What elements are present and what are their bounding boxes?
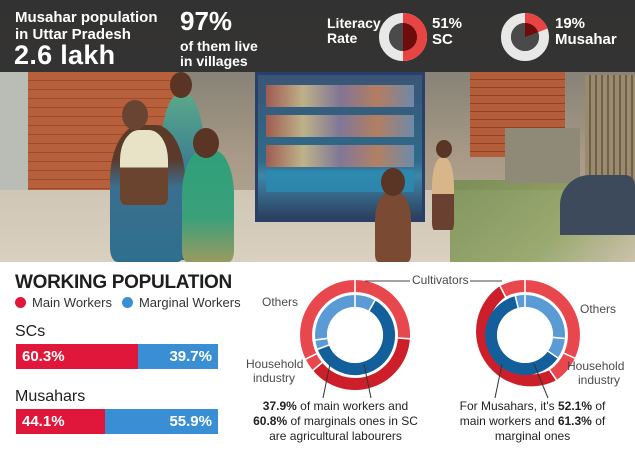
literacy-label-line2: Rate <box>327 30 358 46</box>
photo-tarp <box>560 175 635 235</box>
cultivators-label: Cultivators <box>412 273 469 287</box>
bar-scs-main: 60.3% <box>16 344 138 369</box>
cultivators-leader-lines <box>365 280 502 282</box>
legend-label-main: Main Workers <box>32 295 112 310</box>
bar-scs-marginal-value: 39.7% <box>169 348 212 365</box>
literacy-sc-label: SC <box>432 31 453 48</box>
header-banner: Musahar population in Uttar Pradesh 2.6 … <box>0 0 635 72</box>
bar-scs-marginal: 39.7% <box>137 344 218 369</box>
literacy-sc-donut <box>379 13 427 61</box>
bar-scs-main-value: 60.3% <box>22 348 65 365</box>
sc-workers-donut <box>300 280 410 390</box>
sc-pointer-lines <box>322 363 372 399</box>
population-label-line1: Musahar population <box>15 9 158 26</box>
bar-musahars-main: 44.1% <box>16 409 106 434</box>
sc-household-label-line2: industry <box>253 371 296 385</box>
literacy-musahar-value: 19% <box>555 15 586 32</box>
photo-girl <box>182 150 234 262</box>
musahar-workers-donut <box>476 279 580 387</box>
bar-musahars-marginal: 55.9% <box>105 409 218 434</box>
legend-main-workers: Main Workers <box>15 295 112 310</box>
photo-wall <box>0 72 30 192</box>
section-title: WORKING POPULATION <box>15 272 232 293</box>
photo-stone-wall <box>505 128 580 183</box>
musahar-household-label-line2: industry <box>578 373 621 387</box>
legend-label-marginal: Marginal Workers <box>138 295 241 310</box>
photo-cart <box>255 72 425 222</box>
village-text-line1: of them live <box>180 38 258 54</box>
bar-musahars: 44.1% 55.9% <box>16 409 218 434</box>
group-label-musahars: Musahars <box>15 388 86 405</box>
sc-household-label-line1: Household <box>246 357 304 371</box>
legend-dot-marginal <box>121 297 133 308</box>
population-label-line2: in Uttar Pradesh <box>15 26 131 43</box>
musahar-pointer-lines <box>494 363 549 399</box>
musahar-others-label: Others <box>580 302 617 316</box>
photo-boy <box>375 192 411 262</box>
working-population-section: WORKING POPULATION Main Workers Marginal… <box>0 262 635 452</box>
musahar-caption: For Musahars, it's 52.1% of main workers… <box>459 399 606 443</box>
group-label-scs: SCs <box>15 323 46 340</box>
literacy-sc-value: 51% <box>432 15 463 32</box>
population-value: 2.6 lakh <box>14 40 116 70</box>
sc-caption: 37.9% of main workers and 60.8% of margi… <box>253 399 418 443</box>
literacy-musahar-label: Musahar <box>555 31 617 48</box>
bar-musahars-marginal-value: 55.9% <box>169 413 212 430</box>
literacy-label-line1: Literacy <box>327 15 381 31</box>
photo-child <box>432 158 454 230</box>
village-text-line2: in villages <box>180 53 248 69</box>
literacy-musahar-donut <box>501 13 549 61</box>
village-percent: 97% <box>180 6 233 36</box>
legend: Main Workers Marginal Workers <box>15 295 251 310</box>
sc-others-label: Others <box>262 295 299 309</box>
legend-dot-main <box>15 297 26 308</box>
musahar-household-label-line1: Household <box>567 359 625 373</box>
bar-musahars-main-value: 44.1% <box>22 413 65 430</box>
photo-baby <box>120 130 168 205</box>
legend-marginal-workers: Marginal Workers <box>121 295 241 310</box>
bar-scs: 60.3% 39.7% <box>16 344 218 369</box>
